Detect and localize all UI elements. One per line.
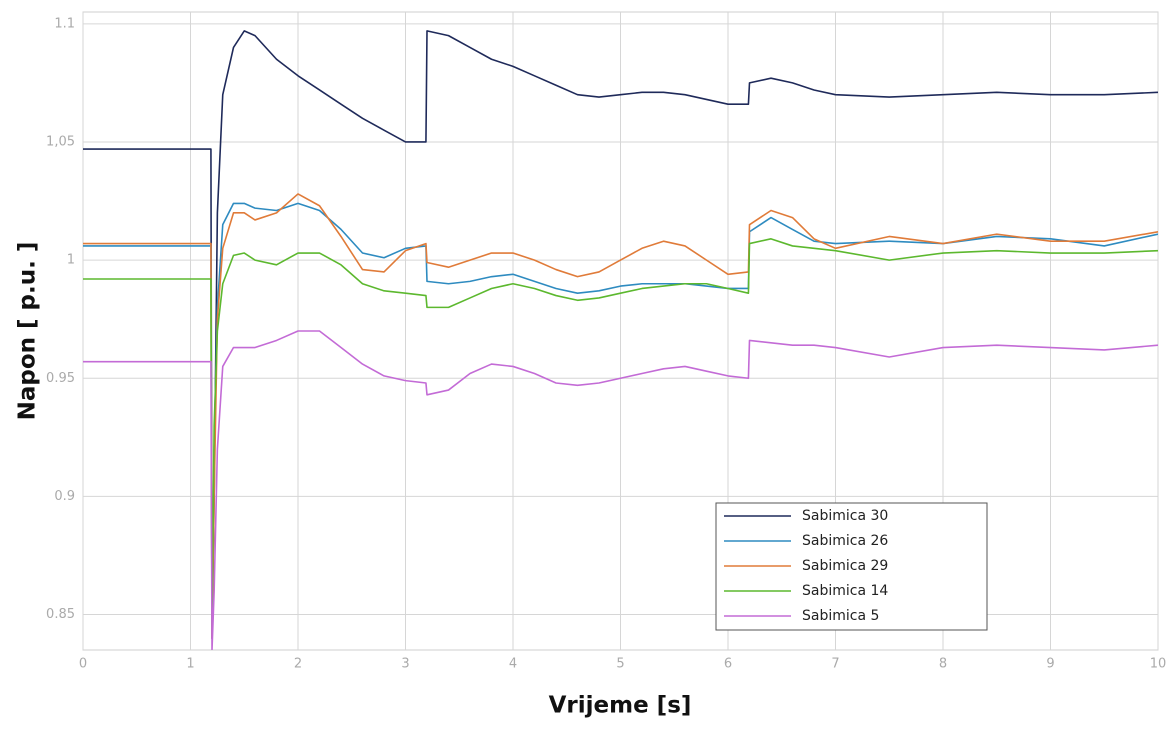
legend-label: Sabimica 29 xyxy=(802,558,888,574)
x-tick-label: 10 xyxy=(1150,657,1167,672)
x-tick-label: 3 xyxy=(401,657,409,672)
x-tick-label: 6 xyxy=(724,657,732,672)
series-line xyxy=(83,193,1158,639)
y-axis-title: Napon [ p.u. ] xyxy=(15,242,41,421)
x-tick-label: 1 xyxy=(186,657,194,672)
x-tick-label: 7 xyxy=(831,657,839,672)
y-tick-label: 1.1 xyxy=(54,16,75,31)
series-line xyxy=(83,238,1158,628)
x-axis-title: Vrijeme [s] xyxy=(549,693,692,719)
legend: Sabimica 30 Sabimica 26 Sabimica 29 Sabimic… xyxy=(715,502,988,631)
y-tick-label: 1,05 xyxy=(46,134,75,149)
legend-label: Sabimica 14 xyxy=(802,583,888,599)
x-tick-label: 2 xyxy=(294,657,302,672)
x-tick-label: 0 xyxy=(79,657,87,672)
legend-label: Sabimica 30 xyxy=(802,508,888,524)
legend-label: Sabimica 26 xyxy=(802,533,888,549)
y-tick-label: 1 xyxy=(67,253,75,268)
series-line xyxy=(83,30,1158,639)
ticks: 0 1 2 3 4 5 6 7 8 9 10 0.85 0.9 0.95 1 1,05 1.1 xyxy=(46,16,1166,671)
x-tick-label: 8 xyxy=(939,657,947,672)
series-line xyxy=(83,330,1158,650)
y-tick-label: 0.9 xyxy=(54,489,75,504)
x-tick-label: 9 xyxy=(1046,657,1054,672)
x-tick-label: 5 xyxy=(616,657,624,672)
y-tick-label: 0.85 xyxy=(46,607,75,622)
series-group xyxy=(83,30,1158,650)
legend-label: Sabimica 5 xyxy=(802,608,879,624)
y-tick-label: 0.95 xyxy=(46,371,75,386)
series-line xyxy=(83,202,1158,639)
x-tick-label: 4 xyxy=(509,657,517,672)
